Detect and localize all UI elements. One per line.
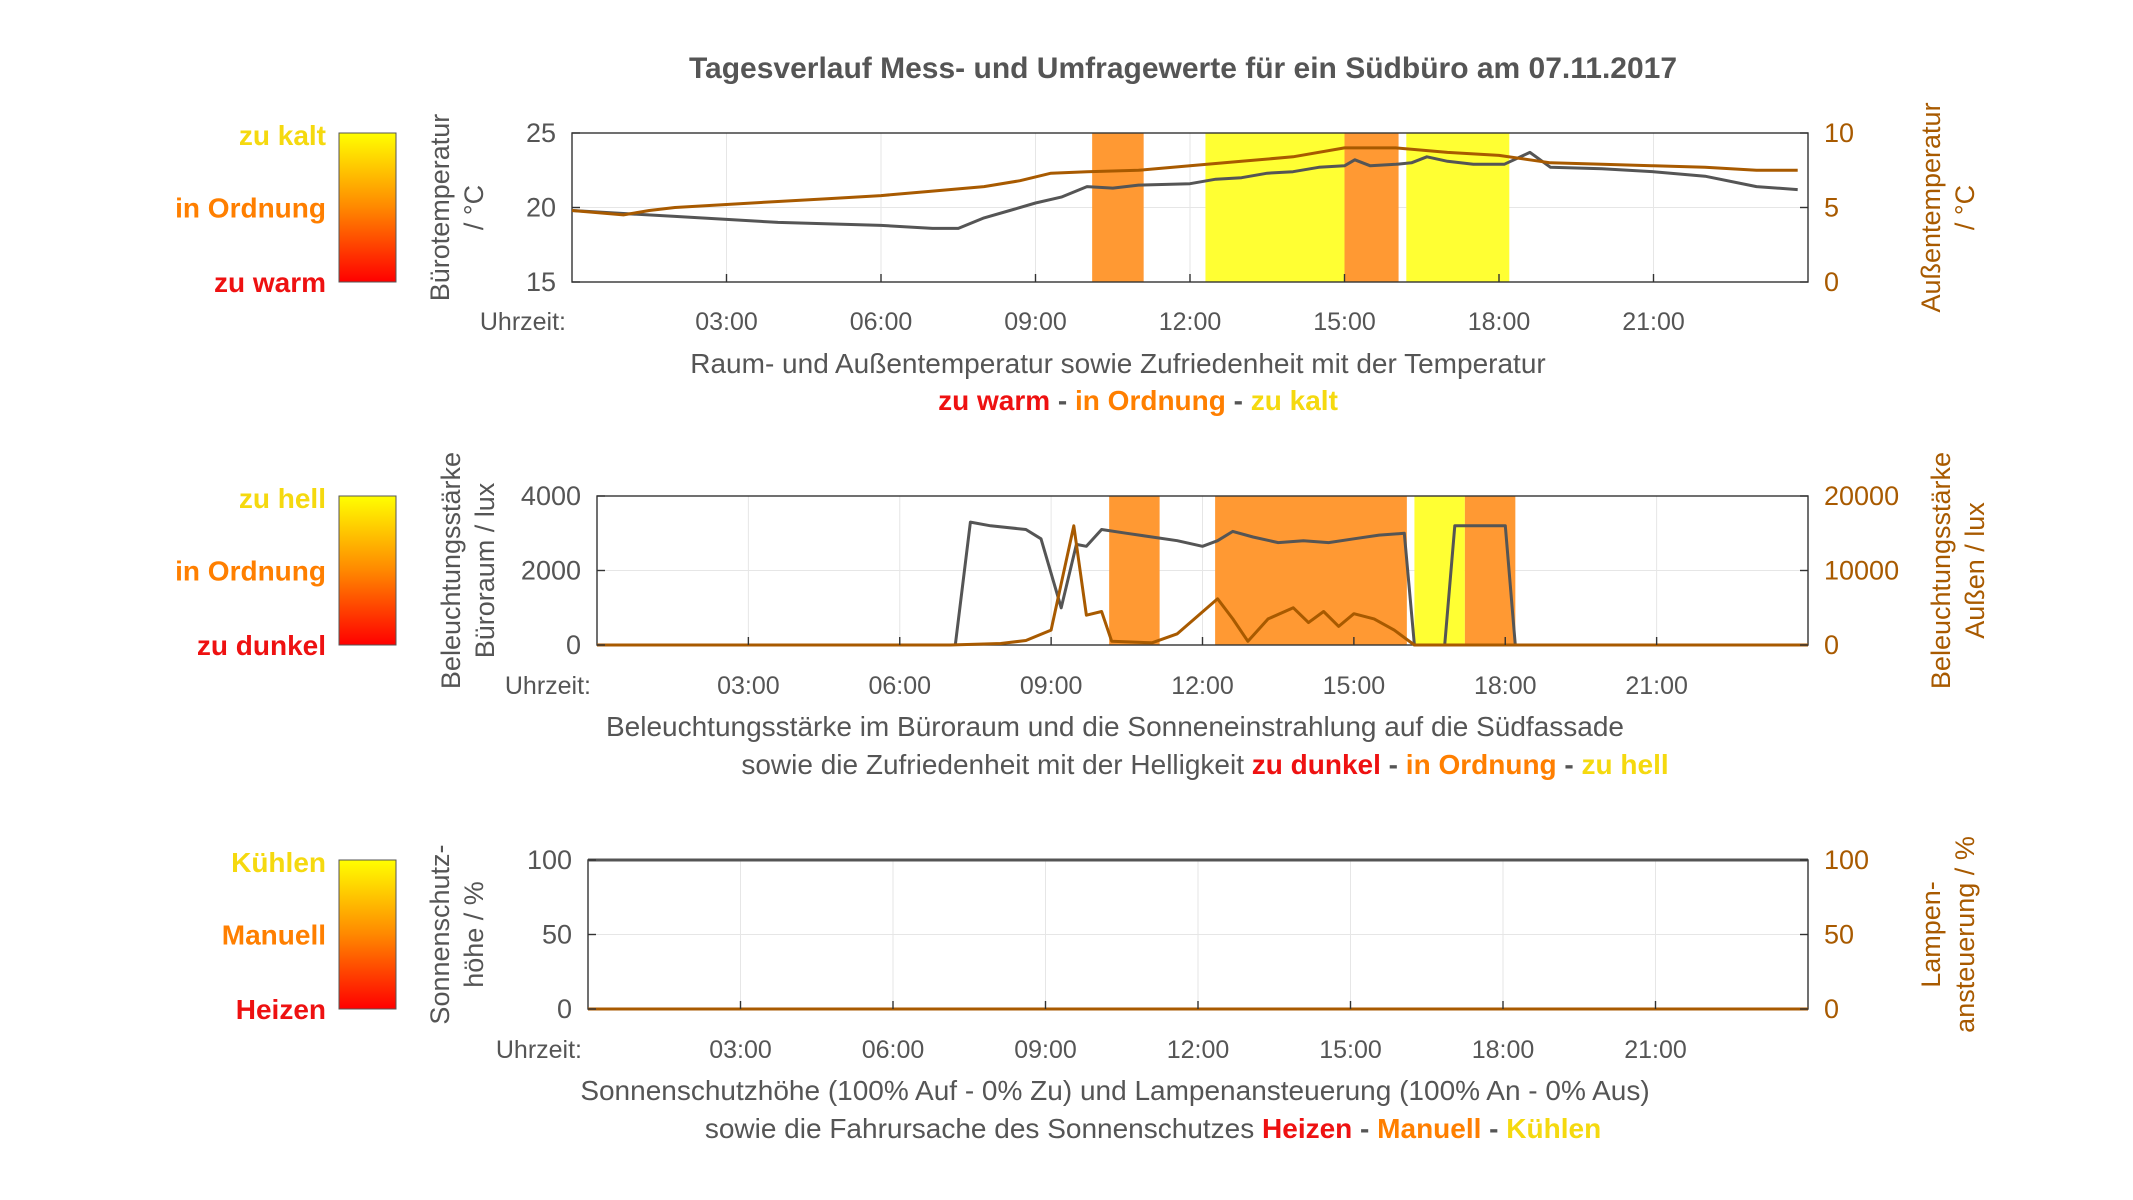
colorbar-label-top: Kühlen xyxy=(231,847,326,878)
satisfaction-band xyxy=(1092,133,1144,282)
colorbar xyxy=(338,495,397,646)
colorbar-label-middle: in Ordnung xyxy=(175,193,326,224)
y-left-tick-label: 20 xyxy=(526,193,556,223)
colorbar-label-bottom: zu dunkel xyxy=(197,630,326,661)
satisfaction-band xyxy=(1109,496,1160,645)
x-tick-label: 09:00 xyxy=(1004,308,1067,336)
y-left-tick-label: 25 xyxy=(526,118,556,148)
y-right-axis-label: Beleuchtungsstärke Außen / lux xyxy=(1926,452,1990,689)
colorbar-label-bottom: zu warm xyxy=(214,267,326,298)
x-tick-label: 12:00 xyxy=(1159,308,1222,336)
y-right-tick-label: 100 xyxy=(1824,845,1869,875)
x-tick-label: 09:00 xyxy=(1014,1036,1077,1064)
panel-2: 0 2000 4000 0 10000 20000 Uhrzeit: 03:00 06:00 09… xyxy=(175,452,1990,780)
satisfaction-band xyxy=(1464,496,1516,645)
x-tick-label: 06:00 xyxy=(862,1036,925,1064)
x-tick-label: 15:00 xyxy=(1323,672,1386,700)
panel-legend-line: sowie die Zufriedenheit mit der Helligke… xyxy=(741,749,1668,780)
colorbar-label-middle: in Ordnung xyxy=(175,556,326,587)
x-tick-label: 12:00 xyxy=(1167,1036,1230,1064)
x-tick-label: 18:00 xyxy=(1474,672,1537,700)
x-tick-label: 12:00 xyxy=(1171,672,1234,700)
panel-caption: Raum- und Außentemperatur sowie Zufriede… xyxy=(690,348,1545,379)
y-right-tick-label: 0 xyxy=(1824,267,1839,297)
x-tick-label: 06:00 xyxy=(868,672,931,700)
series-line-outdoor xyxy=(597,524,1808,647)
satisfaction-band xyxy=(1205,133,1345,282)
y-left-axis-label: Beleuchtungsstärke Büroraum / lux xyxy=(436,452,500,689)
y-left-tick-label: 50 xyxy=(542,920,572,950)
y-right-axis-label: Außentemperatur / °C xyxy=(1916,102,1980,312)
y-right-tick-label: 20000 xyxy=(1824,481,1899,511)
x-tick-label: 03:00 xyxy=(709,1036,772,1064)
y-right-tick-label: 0 xyxy=(1824,994,1839,1024)
satisfaction-band xyxy=(1414,496,1465,645)
y-right-axis-label: Lampen-ansteuerung / % xyxy=(1916,836,1980,1033)
colorbar-label-middle: Manuell xyxy=(222,920,326,951)
colorbar-label-top: zu hell xyxy=(239,483,326,514)
panel-3: 0 50 100 0 50 100 Uhrzeit: 03:00 06:00 09:00 12:00… xyxy=(222,836,1980,1144)
panel-legend-line: sowie die Fahrursache des Sonnenschutzes… xyxy=(705,1113,1601,1144)
time-axis-label: Uhrzeit: xyxy=(480,308,566,336)
x-tick-label: 21:00 xyxy=(1624,1036,1687,1064)
y-left-tick-label: 15 xyxy=(526,267,556,297)
panel-caption: Sonnenschutzhöhe (100% Auf - 0% Zu) und … xyxy=(580,1075,1649,1106)
colorbar xyxy=(338,859,397,1010)
series-line-outdoor xyxy=(571,146,1798,217)
x-tick-label: 15:00 xyxy=(1313,308,1376,336)
x-tick-label: 21:00 xyxy=(1625,672,1688,700)
series-line-indoor xyxy=(571,150,1798,230)
y-left-axis-label: Bürotemperatur / °C xyxy=(425,114,489,302)
y-left-tick-label: 100 xyxy=(527,845,572,875)
x-tick-label: 03:00 xyxy=(695,308,758,336)
time-axis-label: Uhrzeit: xyxy=(496,1036,582,1064)
panel-caption: Beleuchtungsstärke im Büroraum und die S… xyxy=(606,711,1624,742)
figure-title: Tagesverlauf Mess- und Umfragewerte für … xyxy=(689,52,1677,85)
x-tick-label: 21:00 xyxy=(1622,308,1685,336)
y-right-tick-label: 5 xyxy=(1824,193,1839,223)
y-right-tick-label: 10 xyxy=(1824,118,1854,148)
time-axis-label: Uhrzeit: xyxy=(505,672,591,700)
colorbar-label-bottom: Heizen xyxy=(236,994,326,1025)
x-tick-label: 06:00 xyxy=(850,308,913,336)
x-tick-label: 18:00 xyxy=(1472,1036,1535,1064)
x-tick-label: 15:00 xyxy=(1319,1036,1382,1064)
y-right-tick-label: 0 xyxy=(1824,630,1839,660)
x-tick-label: 18:00 xyxy=(1468,308,1531,336)
y-right-tick-label: 50 xyxy=(1824,920,1854,950)
x-tick-label: 03:00 xyxy=(717,672,780,700)
y-left-tick-label: 0 xyxy=(557,994,572,1024)
series-line-indoor xyxy=(953,520,1517,647)
panel-legend-line: zu warm - in Ordnung - zu kalt xyxy=(938,385,1338,416)
y-left-tick-label: 2000 xyxy=(521,556,581,586)
panel-1: 15 20 25 0 5 10 Uhrzeit: 03:00 06:00 09:00 12:00 15… xyxy=(175,102,1980,416)
y-left-axis-label: Sonnenschutz-höhe / % xyxy=(425,844,489,1024)
colorbar-label-top: zu kalt xyxy=(239,120,326,151)
y-left-tick-label: 4000 xyxy=(521,481,581,511)
x-tick-label: 09:00 xyxy=(1020,672,1083,700)
colorbar xyxy=(338,132,397,283)
satisfaction-band xyxy=(1344,133,1399,282)
y-right-tick-label: 10000 xyxy=(1824,556,1899,586)
y-left-tick-label: 0 xyxy=(566,630,581,660)
